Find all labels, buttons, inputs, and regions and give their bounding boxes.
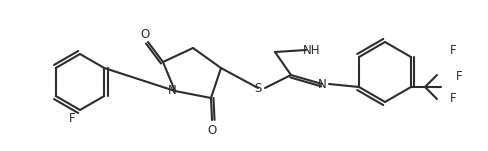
- Text: O: O: [141, 27, 150, 40]
- Text: N: N: [318, 77, 326, 90]
- Text: F: F: [69, 111, 75, 125]
- Text: F: F: [449, 92, 456, 104]
- Text: N: N: [167, 85, 176, 98]
- Text: F: F: [456, 69, 462, 82]
- Text: S: S: [254, 82, 262, 95]
- Text: O: O: [207, 124, 217, 137]
- Text: F: F: [449, 43, 456, 56]
- Text: NH: NH: [303, 43, 321, 56]
